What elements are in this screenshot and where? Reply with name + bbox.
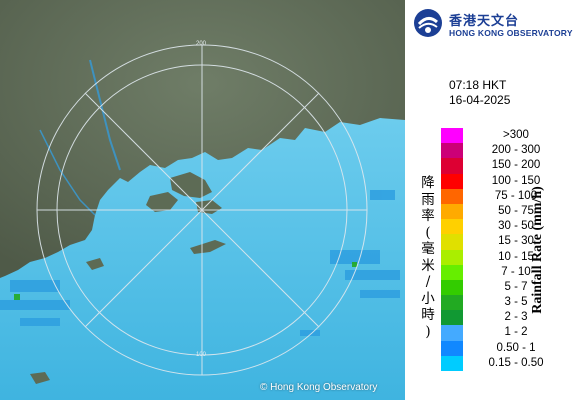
hko-logo-icon: [414, 9, 442, 37]
legend-label: >300: [503, 129, 529, 141]
legend-color-swatch: [441, 355, 463, 371]
legend-color-swatch: [441, 143, 463, 159]
legend-label: 10 - 15: [498, 250, 534, 263]
legend-label: 3 - 5: [504, 296, 528, 309]
legend-color-swatch: [441, 295, 463, 311]
logo-name-zh: 香港天文台: [449, 14, 520, 29]
range-rings: [36, 44, 368, 376]
legend-color-swatch: [441, 279, 463, 296]
legend-color-swatch: [441, 249, 463, 265]
legend-item: 3 - 5: [441, 295, 577, 311]
legend-item: 1 - 2: [441, 325, 577, 341]
legend-label: 1 - 2: [504, 326, 528, 339]
legend-panel: 香港天文台 HONG KONG OBSERVATORY 07:18 HKT 16…: [405, 0, 577, 400]
legend-item: 150 - 200: [441, 158, 577, 174]
legend-label: 2 - 3: [504, 311, 528, 324]
legend-item: 0.50 - 1: [441, 340, 577, 356]
radar-timestamp: 07:18 HKT 16-04-2025: [449, 78, 510, 108]
island: [30, 372, 50, 384]
legend-color-swatch: [441, 203, 463, 220]
legend-item: 75 - 100: [441, 188, 577, 204]
legend-color-swatch: [441, 173, 463, 189]
legend-axis-label-zh: 降 雨 率 ( 毫 米 / 小 時 ): [421, 175, 435, 340]
legend-label: 15 - 30: [498, 235, 534, 248]
legend-item: 5 - 7: [441, 279, 577, 296]
legend-label: 100 - 150: [491, 174, 541, 187]
legend-color-swatch: [441, 188, 463, 204]
legend-item: 200 - 300: [441, 143, 577, 159]
legend-item: 100 - 150: [441, 173, 577, 189]
legend-label: 0.50 - 1: [496, 341, 536, 354]
legend-color-swatch: [441, 340, 463, 356]
rainfall-rate-legend: >300 200 - 300 150 - 200 100 - 150 75 - 100 5…: [441, 128, 577, 371]
legend-label: 50 - 75: [498, 204, 534, 217]
legend-item: 10 - 15: [441, 249, 577, 265]
logo-name-en: HONG KONG OBSERVATORY: [449, 28, 573, 38]
legend-label: 5 - 7: [504, 280, 528, 293]
legend-item: 0.15 - 0.50: [441, 355, 577, 371]
legend-item: 7 - 10: [441, 264, 577, 280]
legend-color-swatch: [441, 128, 463, 144]
rain-echoes: [0, 190, 400, 336]
legend-item: 30 - 50: [441, 219, 577, 235]
hko-logo[interactable]: 香港天文台 HONG KONG OBSERVATORY: [413, 6, 573, 42]
range-ring-label: 100: [196, 352, 207, 358]
legend-color-swatch: [441, 310, 463, 326]
legend-color-swatch: [441, 325, 463, 341]
legend-item: 15 - 30: [441, 234, 577, 250]
legend-label: 30 - 50: [498, 220, 534, 233]
legend-label: 7 - 10: [501, 265, 531, 278]
legend-item: 50 - 75: [441, 203, 577, 220]
copyright-notice: © Hong Kong Observatory: [260, 382, 378, 393]
legend-label: 200 - 300: [491, 144, 541, 157]
legend-color-swatch: [441, 234, 463, 250]
legend-item: >300: [441, 128, 577, 144]
island: [190, 240, 226, 254]
island: [146, 192, 178, 212]
radar-map[interactable]: 200 100 © Hong Kong Observatory: [0, 0, 405, 400]
radar-time: 07:18 HKT: [449, 78, 507, 92]
legend-label: 75 - 100: [494, 189, 538, 202]
river: [39, 129, 96, 216]
legend-item: 2 - 3: [441, 310, 577, 326]
legend-color-swatch: [441, 219, 463, 235]
legend-color-swatch: [441, 264, 463, 280]
range-ring-label: 200: [196, 41, 207, 47]
radar-date: 16-04-2025: [449, 93, 511, 107]
rain-echoes-moderate: [14, 262, 357, 300]
legend-color-swatch: [441, 158, 463, 174]
island: [86, 258, 104, 270]
river: [89, 59, 121, 171]
legend-label: 150 - 200: [491, 159, 541, 172]
legend-label: 0.15 - 0.50: [488, 356, 544, 369]
radar-map-canvas: [0, 0, 405, 400]
